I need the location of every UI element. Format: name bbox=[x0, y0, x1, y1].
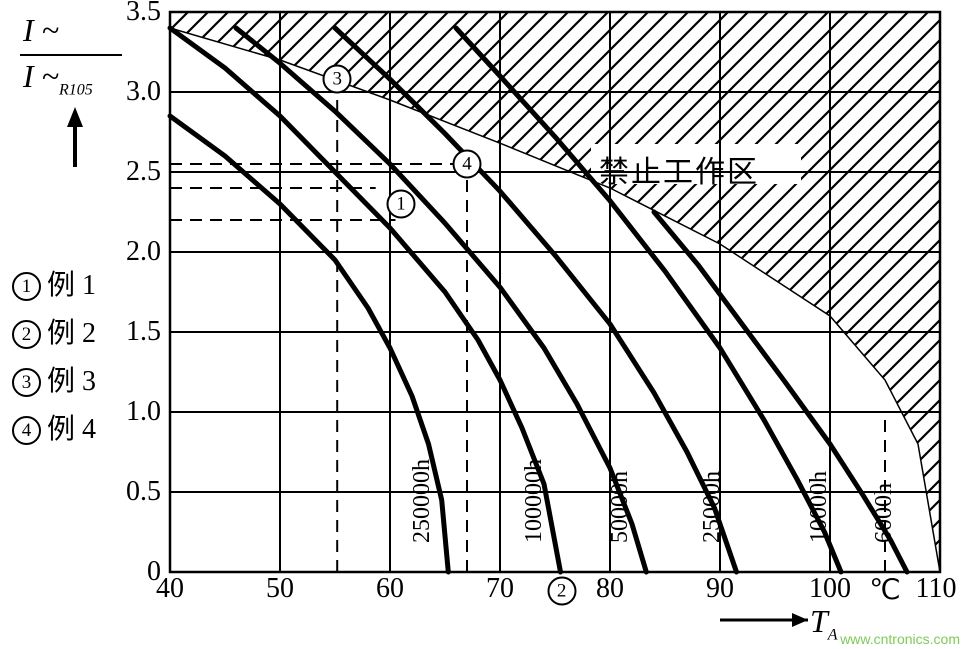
x-tick-label: 60 bbox=[376, 573, 404, 605]
x-unit-label: ℃ bbox=[869, 573, 900, 607]
y-tick-label: 3.5 bbox=[101, 0, 161, 28]
y-tick-label: 0.5 bbox=[101, 476, 161, 508]
x-tick-label: 50 bbox=[266, 573, 294, 605]
curve-label: 250000h bbox=[409, 459, 436, 543]
y-tick-label: 0 bbox=[101, 556, 161, 588]
legend: 1例 12例 23例 34例 4 bbox=[12, 262, 96, 454]
legend-item: 2例 2 bbox=[12, 310, 96, 358]
legend-text: 例 2 bbox=[47, 318, 96, 349]
x-tick-label: 110 bbox=[916, 573, 957, 605]
forbidden-zone-label: 禁止工作区 bbox=[599, 147, 759, 191]
x-tick-label: 40 bbox=[156, 573, 184, 605]
legend-text: 例 1 bbox=[47, 270, 96, 301]
legend-item: 4例 4 bbox=[12, 406, 96, 454]
x-axis-label: TA bbox=[810, 603, 838, 644]
y-tick-label: 3.0 bbox=[101, 76, 161, 108]
x-tick-label: 90 bbox=[706, 573, 734, 605]
legend-text: 例 3 bbox=[47, 366, 96, 397]
legend-item: 1例 1 bbox=[12, 262, 96, 310]
legend-text: 例 4 bbox=[47, 414, 96, 445]
curve-label: 100000h bbox=[521, 459, 548, 543]
x-tick-label: 80 bbox=[596, 573, 624, 605]
example-marker-1: 1 bbox=[387, 190, 416, 219]
curve-label: 6000h bbox=[871, 483, 898, 543]
y-tick-label: 1.0 bbox=[101, 396, 161, 428]
fraction-bar bbox=[20, 54, 122, 56]
legend-circle-icon: 4 bbox=[12, 416, 41, 445]
y-axis-denominator: I ~R105 bbox=[23, 58, 93, 99]
legend-circle-icon: 2 bbox=[12, 320, 41, 349]
example-marker-3: 3 bbox=[323, 65, 352, 94]
y-tick-label: 2.0 bbox=[101, 236, 161, 268]
legend-circle-icon: 1 bbox=[12, 272, 41, 301]
curve-label: 25000h bbox=[699, 471, 726, 543]
curve-label: 50000h bbox=[607, 471, 634, 543]
y-tick-label: 1.5 bbox=[101, 316, 161, 348]
legend-circle-icon: 3 bbox=[12, 368, 41, 397]
curve-label: 10000h bbox=[806, 471, 833, 543]
example-marker-4: 4 bbox=[453, 150, 482, 179]
x-tick-label: 70 bbox=[486, 573, 514, 605]
y-axis-numerator: I ~ bbox=[23, 12, 59, 49]
y-tick-label: 2.5 bbox=[101, 156, 161, 188]
x-tick-label: 100 bbox=[809, 573, 851, 605]
legend-item: 3例 3 bbox=[12, 358, 96, 406]
example-marker-2: 2 bbox=[547, 577, 576, 606]
watermark: www.cntronics.com bbox=[840, 631, 960, 647]
